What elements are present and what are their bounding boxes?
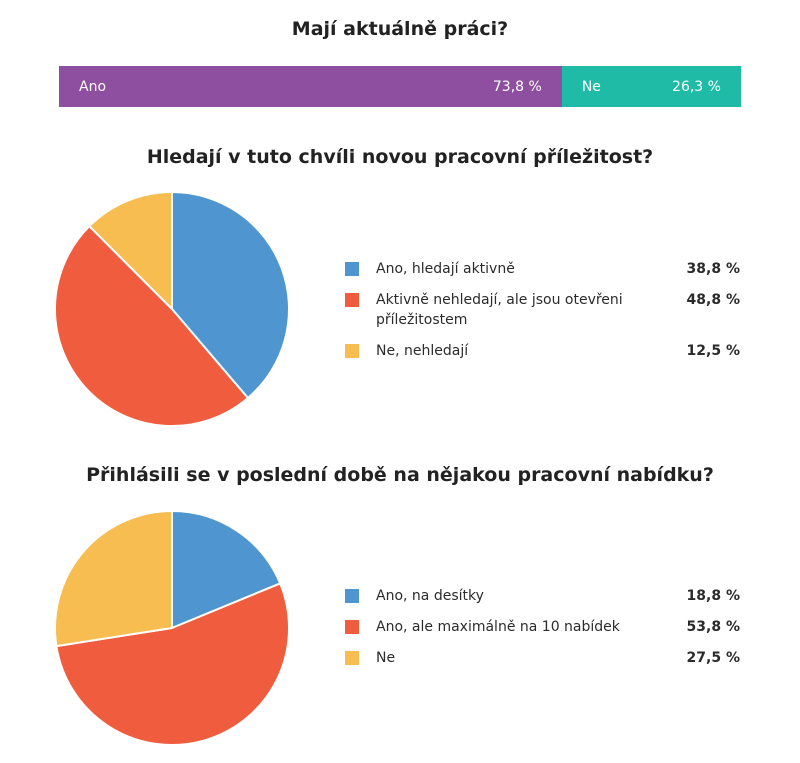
pie-chart-applications	[54, 510, 291, 746]
chart-title-employment: Mají aktuálně práci?	[291, 18, 509, 40]
legend-item: Aktivně nehledají, ale jsou otevřeni pří…	[345, 290, 740, 330]
bar-segment-ano: Ano 73,8 %	[59, 66, 562, 107]
legend-swatch	[345, 620, 359, 634]
bar-segment-value: 26,3 %	[672, 78, 721, 95]
legend-job-search: Ano, hledají aktivně 38,8 % Aktivně nehl…	[345, 259, 740, 372]
legend-value: 53,8 %	[686, 619, 740, 635]
pie-slice-1	[171, 510, 282, 629]
pie-chart-job-search	[53, 191, 290, 428]
bar-segment-label: Ano	[79, 78, 107, 95]
legend-applications: Ano, na desítky 18,8 % Ano, ale maximáln…	[345, 586, 740, 679]
bar-segment-value: 73,8 %	[492, 78, 542, 95]
legend-item: Ne 27,5 %	[345, 648, 740, 668]
legend-swatch	[345, 589, 359, 603]
legend-label: Ano, ale maximálně na 10 nabídek	[376, 619, 620, 635]
legend-swatch	[345, 344, 359, 358]
chart-title-applications: Přihlásili se v poslední době na nějakou…	[86, 464, 714, 486]
legend-value: 38,8 %	[686, 261, 740, 277]
legend-label: Ano, hledají aktivně	[376, 261, 515, 277]
pie-slice-1	[171, 191, 290, 400]
legend-value: 18,8 %	[686, 588, 740, 604]
legend-label: Aktivně nehledají, ale jsou otevřeni pří…	[376, 292, 623, 328]
stacked-bar-employment: Ano 73,8 % Ne 26,3 %	[59, 66, 741, 107]
pie-slice-3	[88, 191, 173, 310]
legend-swatch	[345, 651, 359, 665]
chart-title-job-search: Hledají v tuto chvíli novou pracovní pří…	[146, 146, 654, 168]
legend-label: Ano, na desítky	[376, 588, 484, 604]
legend-item: Ano, hledají aktivně 38,8 %	[345, 259, 740, 279]
legend-item: Ano, na desítky 18,8 %	[345, 586, 740, 606]
bar-segment-ne: Ne 26,3 %	[561, 66, 741, 107]
pie-slice-2	[53, 225, 249, 428]
legend-item: Ne, nehledají 12,5 %	[345, 341, 740, 361]
pie-slice-2	[55, 582, 291, 746]
legend-label: Ne	[376, 650, 396, 666]
legend-value: 27,5 %	[686, 650, 740, 666]
bar-segment-label: Ne	[581, 78, 601, 95]
pie-slice-3	[54, 510, 173, 648]
legend-swatch	[345, 293, 359, 307]
legend-swatch	[345, 262, 359, 276]
legend-label: Ne, nehledají	[376, 343, 469, 359]
legend-item: Ano, ale maximálně na 10 nabídek 53,8 %	[345, 617, 740, 637]
legend-value: 48,8 %	[686, 292, 740, 308]
legend-value: 12,5 %	[686, 343, 740, 359]
